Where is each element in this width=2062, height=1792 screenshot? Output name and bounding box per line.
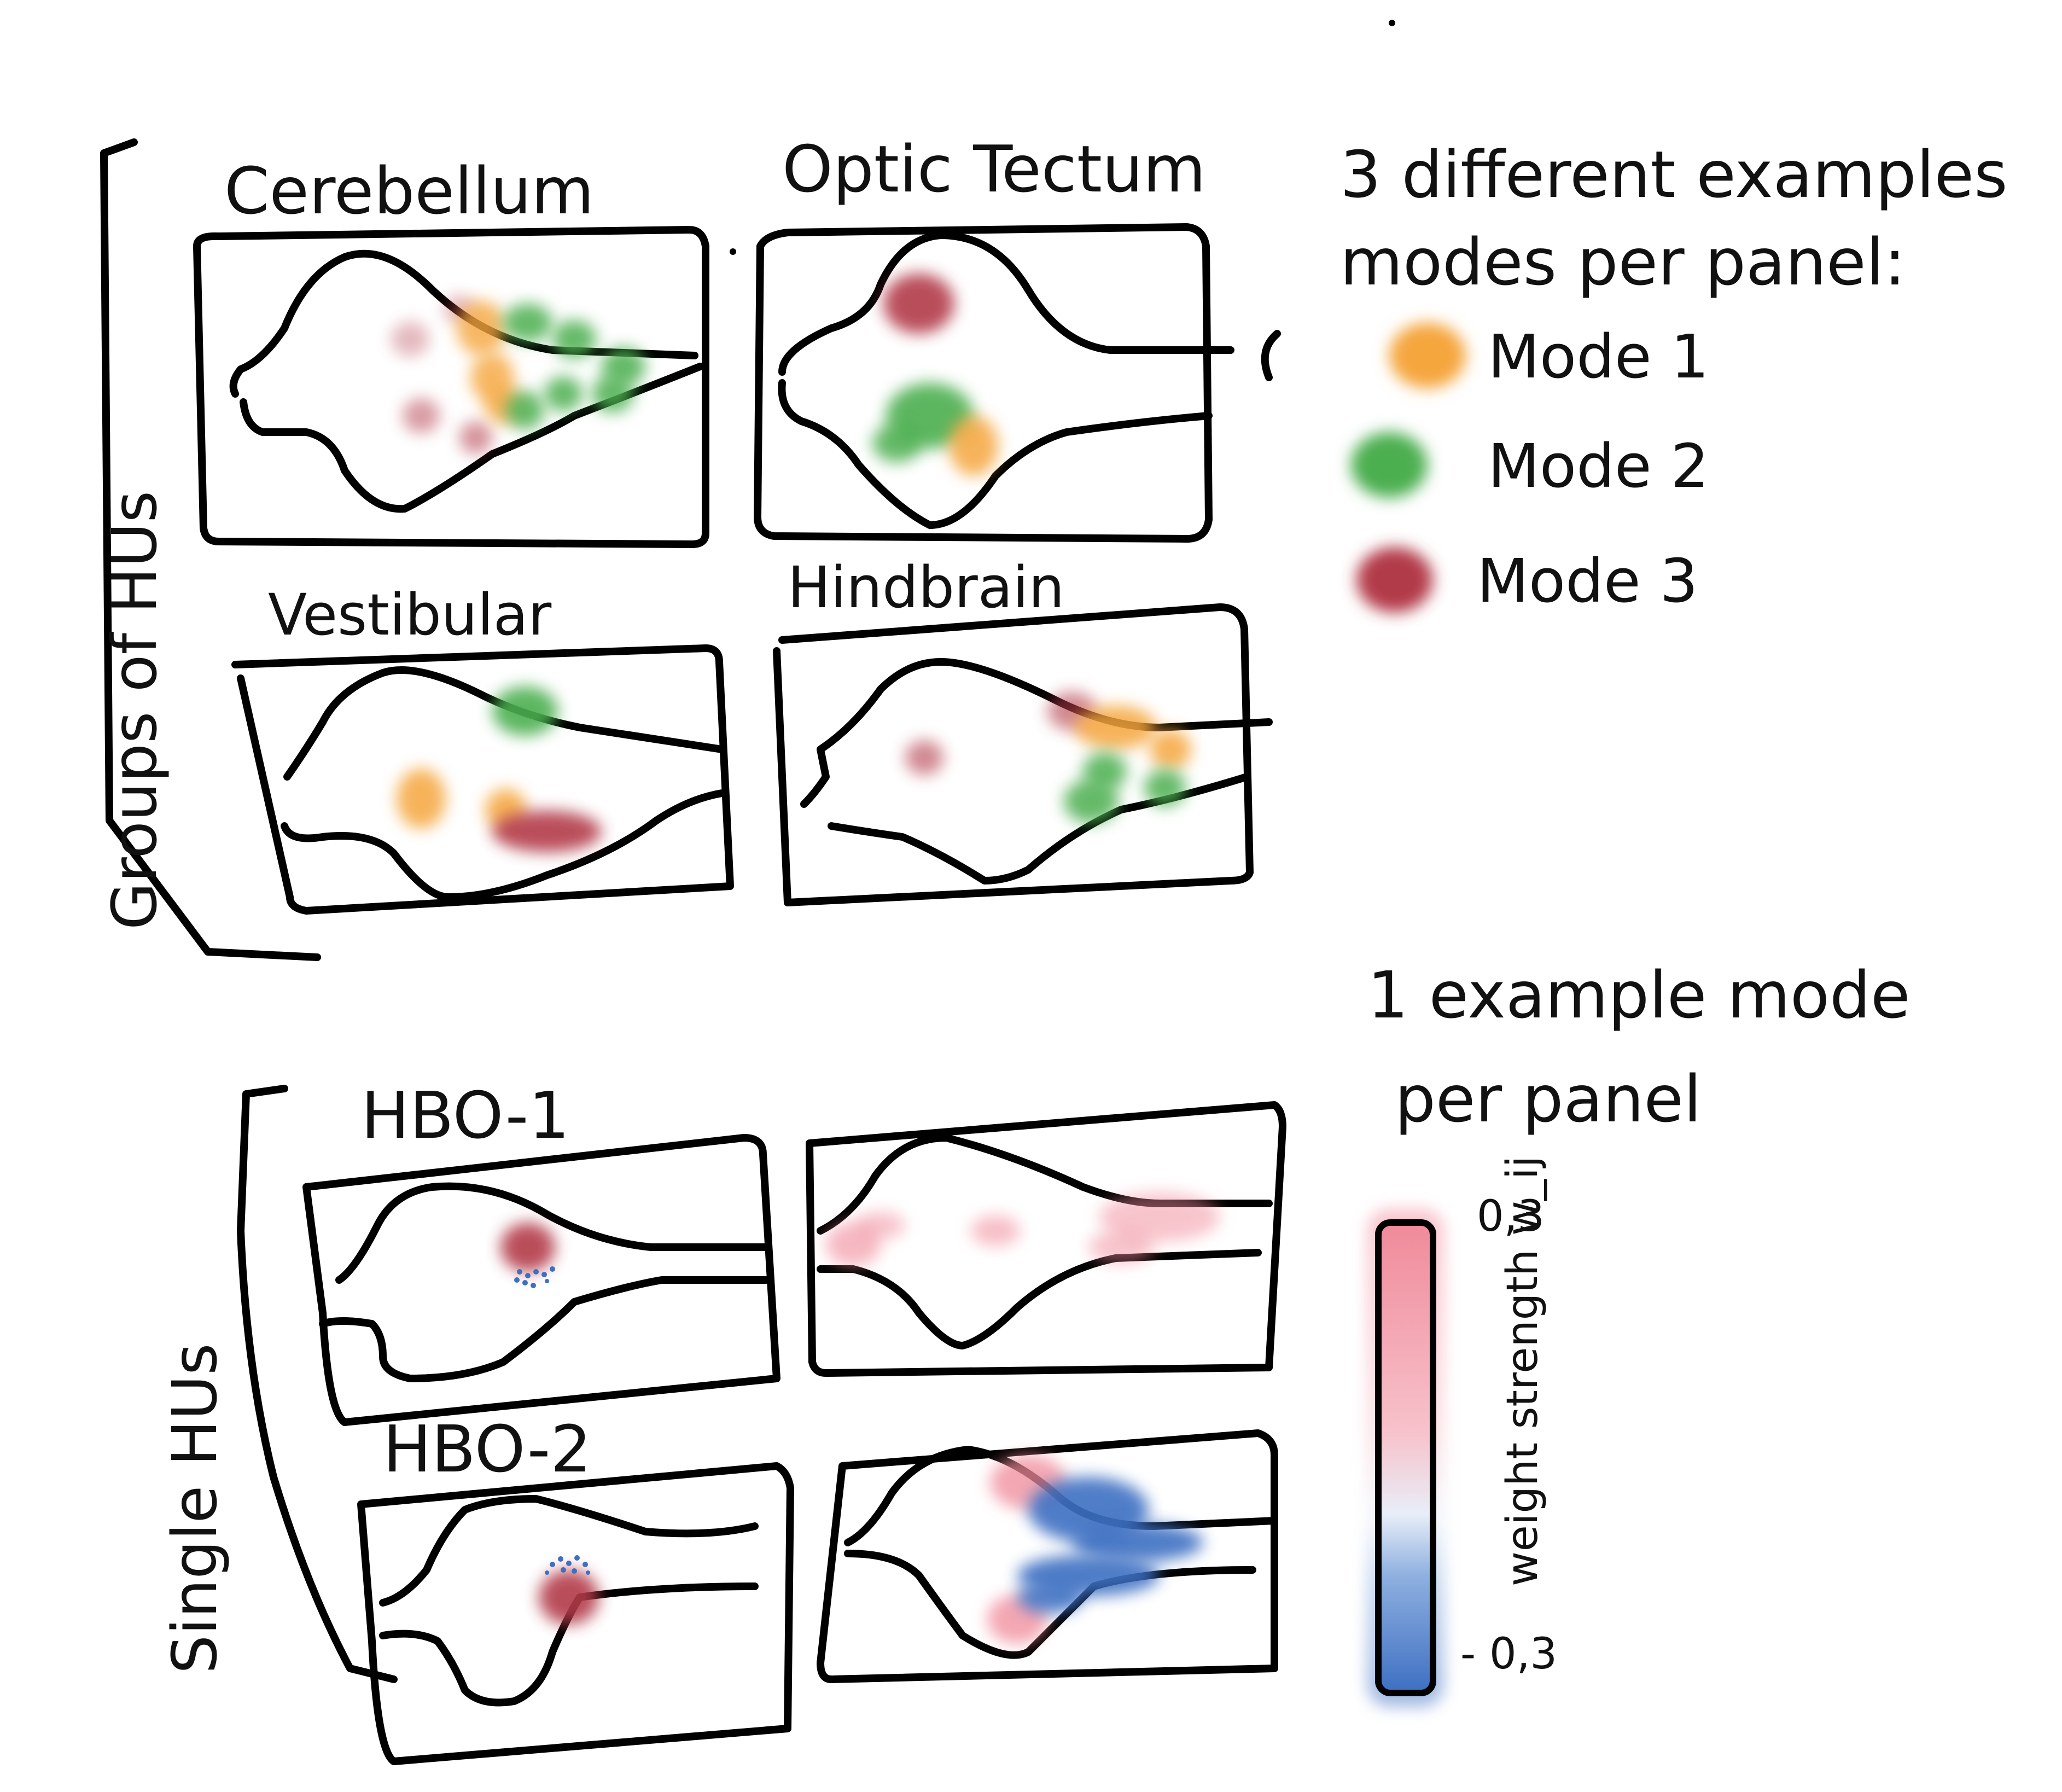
negative-weight-dots — [514, 1266, 555, 1288]
stray-dot — [730, 248, 736, 255]
mode1-blob — [1150, 730, 1191, 769]
brain-outline — [319, 1182, 770, 1382]
mode3-blob — [403, 398, 440, 433]
mode2-blob — [492, 686, 558, 736]
panel-title: Optic Tectum — [782, 131, 1206, 207]
mode1-blob — [397, 769, 446, 829]
brain-outline — [800, 658, 1273, 885]
legend-item-mode1: Mode 1 — [1389, 322, 1709, 392]
mode-blob — [500, 1223, 555, 1272]
positive-weight-blob — [1088, 1231, 1154, 1264]
panel-frame — [817, 1429, 1278, 1683]
legend-note-line1: 3 different examples — [1340, 137, 2008, 212]
negative-weight-blob — [1017, 1581, 1083, 1614]
panel-hbo-1: HBO-1 — [302, 1078, 780, 1426]
negative-weight-blob — [1072, 1523, 1203, 1562]
positive-weight-blob — [1099, 1192, 1220, 1242]
mode3-blob — [459, 421, 492, 454]
legend-note-line2: modes per panel: — [1340, 224, 1906, 300]
mode3-swatch — [1356, 547, 1433, 613]
groups-bracket — [100, 138, 321, 961]
mode1-blob — [1075, 706, 1157, 749]
single-bracket — [237, 1085, 398, 1683]
legend-label: Mode 1 — [1488, 322, 1709, 392]
panel-frame — [193, 226, 709, 548]
mode2-swatch — [1351, 432, 1428, 498]
legend-item-mode2: Mode 2 — [1351, 431, 1709, 501]
panel-title: HBO-1 — [361, 1078, 569, 1153]
single-section: Single HUs HBO-1 HBO-2 — [160, 957, 1910, 1765]
stray-mark — [1261, 330, 1281, 381]
panel-optic-tectum: Optic Tectum — [754, 131, 1234, 543]
mode3-blob — [492, 811, 602, 852]
panel-title: HBO-2 — [383, 1411, 591, 1487]
colorbar-body — [1375, 1219, 1436, 1696]
negative-weight-dots — [545, 1555, 590, 1575]
modes-legend: 3 different examples modes per panel: Mo… — [1340, 137, 2008, 616]
colorbar-min-label: - 0,3 — [1460, 1630, 1557, 1679]
brain-outline — [379, 1495, 759, 1707]
colorbar-axis-label: weight strength w_ij — [1498, 1156, 1547, 1586]
panel-hbo-2: HBO-2 — [357, 1411, 794, 1765]
panel-frame — [357, 1462, 794, 1765]
mode2-blob — [872, 424, 922, 462]
panel-single-bottom-right — [817, 1429, 1278, 1683]
legend-label: Mode 2 — [1488, 431, 1709, 501]
mode2-blob — [506, 391, 544, 429]
mode2-blob — [544, 376, 583, 411]
colorbar-max-label: 0,3 — [1477, 1192, 1545, 1241]
mode2-blob — [503, 304, 552, 342]
positive-weight-blob — [971, 1215, 1020, 1246]
panel-title: Vestibular — [268, 581, 551, 648]
panel-frame — [806, 1101, 1286, 1377]
groups-side-label: Groups of HUs — [100, 491, 171, 930]
panel-title: Hindbrain — [788, 554, 1064, 621]
single-note-line1: 1 example mode — [1367, 957, 1910, 1033]
positive-weight-blob — [856, 1212, 905, 1239]
panel-frame — [231, 644, 734, 915]
weight-colorbar: 0,3 - 0,3 weight strength w_ij — [1367, 1156, 1557, 1707]
mode3-blob — [905, 740, 943, 775]
brain-outline — [778, 231, 1234, 529]
mode3-blob — [883, 274, 954, 334]
panel-hindbrain: Hindbrain — [773, 554, 1273, 906]
panel-frame — [773, 603, 1254, 906]
panel-cerebellum: Cerebellum — [193, 153, 709, 548]
panel-vestibular: Vestibular — [231, 581, 734, 915]
mode2-blob — [1064, 779, 1119, 823]
groups-section: Groups of HUs Cerebellum Optic Tectum — [100, 131, 2008, 961]
legend-item-mode3: Mode 3 — [1356, 546, 1698, 616]
mode-blob — [539, 1570, 599, 1625]
panel-frame — [302, 1134, 780, 1426]
legend-label: Mode 3 — [1477, 546, 1698, 616]
panel-frame — [754, 223, 1213, 543]
brain-outline — [817, 1134, 1273, 1349]
panel-title: Cerebellum — [224, 153, 594, 229]
mode2-blob — [552, 320, 596, 358]
single-side-label: Single HUs — [160, 1343, 231, 1674]
mode1-swatch — [1389, 323, 1466, 388]
stray-dot — [1389, 20, 1395, 26]
mode3-blob — [391, 322, 429, 357]
single-note-line2: per panel — [1395, 1061, 1702, 1137]
mode1-blob — [457, 301, 506, 356]
mode1-blob — [949, 416, 998, 476]
mode2-blob — [592, 375, 633, 412]
panel-single-top-right — [806, 1101, 1286, 1377]
mode2-blob — [1144, 769, 1186, 806]
